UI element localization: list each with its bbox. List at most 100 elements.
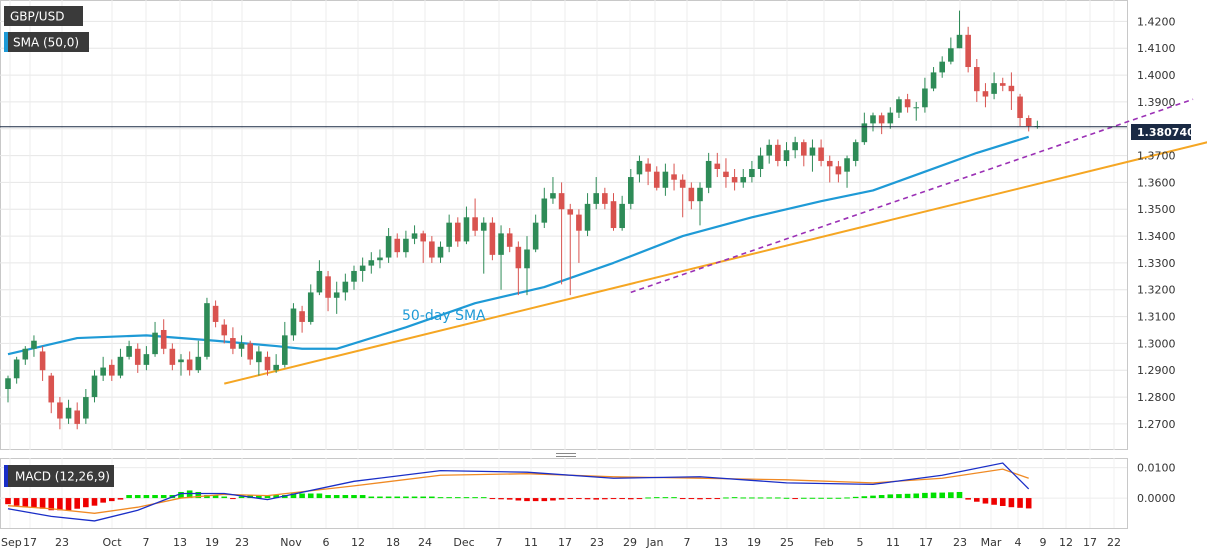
macd-histogram-bar [39,498,46,509]
candle-body [982,91,989,97]
price-pane [0,0,1128,450]
macd-histogram-bar [991,498,997,505]
candles [5,10,1041,430]
candle-body [697,187,703,202]
macd-histogram-bar [602,498,608,500]
date-tick-label: 23 [55,536,69,549]
candle-body [13,359,20,379]
candle-body [204,303,210,357]
macd-histogram-bar [126,495,132,499]
candle-body [498,233,504,255]
candle-body [195,356,202,371]
date-tick-label: 4 [1015,536,1022,549]
candle-body [178,359,184,363]
candle-body [48,375,55,403]
macd-histogram-bar [576,498,582,500]
macd-histogram-bar [636,498,643,500]
date-tick-label: 23 [953,536,967,549]
macd-histogram-bar [178,491,184,499]
macd-histogram-bar [65,498,72,511]
candle-body [749,168,755,178]
candle-body [420,233,426,242]
macd-histogram-bar [887,494,894,499]
macd-histogram-bar [48,498,55,511]
candle-body [896,99,902,113]
candle-body [922,88,928,108]
macd-histogram-bar [238,496,245,499]
macd-histogram-bar [688,498,695,500]
candle-body [723,171,729,178]
macd-histogram-bar [325,495,331,499]
macd-histogram-bar [437,497,444,499]
candle-body [472,217,478,231]
macd-histogram-bar [930,492,937,499]
macd-histogram-bar [264,495,271,499]
macd-histogram-bar [446,497,452,499]
candle-body [368,260,375,266]
macd-histogram-bar [939,492,945,499]
candle-body [628,177,634,204]
macd-histogram-bar [377,496,383,499]
macd-histogram-bar [783,497,790,499]
date-tick-label: 25 [780,536,794,549]
candle-body [852,142,859,161]
sma-legend: SMA (50,0) [4,32,89,52]
macd-histogram-bar [498,498,504,500]
pane-resize-handle[interactable] [556,452,576,458]
macd-histogram-bar [212,495,219,499]
candle-body [333,292,340,298]
candle-body [878,115,885,124]
macd-histogram-bar [610,498,617,500]
macd-histogram-bar [956,491,963,499]
macd-histogram-bar [394,496,401,499]
macd-histogram-bar [671,497,677,499]
candle-body [1025,118,1032,127]
date-tick-label: 22 [1107,536,1121,549]
candle-body [351,270,357,282]
candle-body [524,249,530,269]
macd-histogram-bar [290,493,297,499]
candle-body [956,34,963,49]
date-tick-label: 23 [590,536,604,549]
date-tick-label: 5 [857,536,864,549]
macd-histogram-bar [584,498,591,500]
macd-histogram-bar [472,497,478,499]
macd-histogram-bar [489,498,496,500]
candle-body [541,198,548,223]
macd-histogram-bar [697,498,703,500]
candle-body [169,348,176,365]
candle-body [965,34,971,68]
macd-histogram-bar [316,493,323,499]
macd-line [7,462,1030,522]
candle-body [506,233,513,247]
candle-body [801,142,807,156]
date-tick-label: 11 [886,536,900,549]
macd-histogram-bar [896,494,902,499]
candle-body [645,163,651,172]
macd-histogram-bar [455,497,461,499]
candle-body [731,177,738,183]
price-tick-label: 1.3700 [1137,150,1176,163]
current-price-text: 1.380740 [1137,126,1195,139]
candle-body [299,311,305,322]
date-tick-label: 7 [684,536,691,549]
candle-body [991,83,997,94]
candle-body [818,147,824,161]
macd-histogram-bar [22,498,29,508]
candle-body [861,123,868,143]
macd-histogram-bar [13,498,20,506]
macd-histogram-bar [766,497,772,499]
candle-body [939,61,945,73]
macd-histogram-bar [723,497,729,499]
macd-histogram-bar [1017,498,1023,508]
macd-histogram-bar [31,498,37,508]
date-tick-label: Feb [814,536,833,549]
candle-body [342,281,349,293]
macd-histogram-bar [515,498,522,501]
candle-body [662,171,669,188]
price-tick-label: 1.3300 [1137,257,1176,270]
candle-body [671,174,677,180]
date-tick-label: 6 [323,536,330,549]
date-tick-label: 29 [623,536,637,549]
candle-body [316,270,323,293]
